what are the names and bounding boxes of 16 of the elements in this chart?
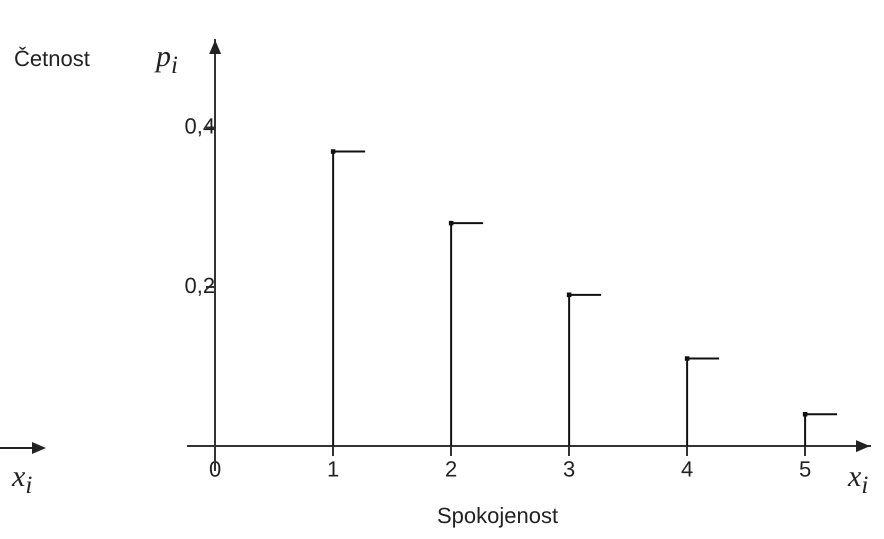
point [330,149,336,154]
annotation: x$_{i}$ [848,460,868,500]
text: x$_{i}$ [12,460,32,500]
x-tick-label: 3 [562,456,576,482]
x-tick-label: 5 [798,456,812,482]
x-axis-title: Spokojenost [437,503,558,529]
y-axis-title: Četnost [14,46,90,72]
point [684,356,690,361]
x-tick-label: 1 [327,456,340,482]
point [802,412,808,417]
text: p$_{i}$ [156,40,178,80]
x-tick-label: 2 [445,456,458,482]
point [448,220,454,226]
y-tick-label: 0,2 [184,272,216,298]
x-tick-label: 4 [680,456,694,482]
point [566,292,572,298]
